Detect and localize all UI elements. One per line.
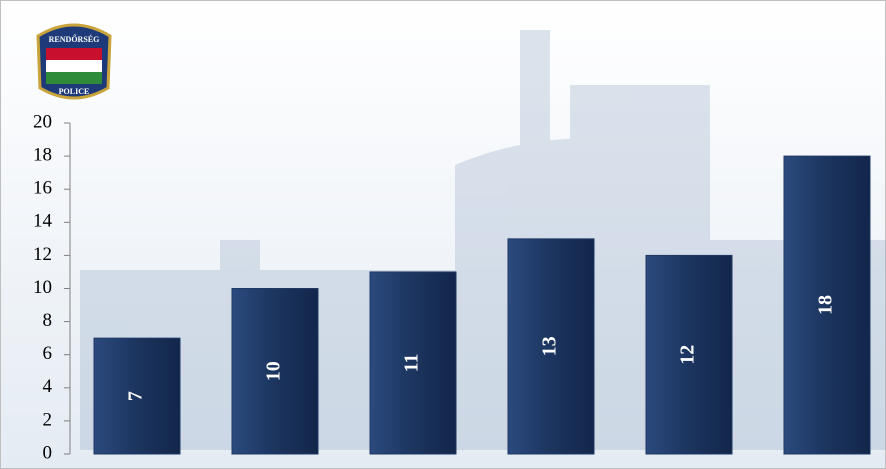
logo-top-text: RENDŐRSÉG (49, 34, 100, 44)
y-tick-label: 10 (33, 277, 52, 298)
data-label: 7 (125, 391, 147, 401)
y-tick-label: 8 (43, 310, 53, 331)
bar (93, 337, 181, 455)
data-label: 13 (539, 336, 561, 356)
y-tick-label: 12 (33, 244, 52, 265)
y-tick-label: 16 (33, 178, 52, 199)
data-label: 12 (677, 345, 699, 365)
logo-stripe (46, 48, 102, 60)
y-tick-label: 6 (43, 343, 53, 364)
logo-stripe (46, 60, 102, 72)
bar (645, 254, 733, 455)
data-label: 11 (401, 354, 423, 373)
bar (369, 271, 457, 455)
bar (783, 155, 871, 455)
logo-stripe (46, 72, 102, 84)
logo: RENDŐRSÉG POLICE (36, 23, 112, 100)
y-tick-label: 18 (33, 144, 52, 165)
data-label: 10 (263, 361, 285, 381)
y-tick-label: 4 (43, 376, 53, 397)
y-tick-label: 0 (43, 442, 53, 463)
data-label: 18 (815, 295, 837, 315)
bar (507, 238, 595, 455)
logo-bottom-text: POLICE (59, 87, 90, 96)
y-tick-label: 2 (43, 409, 53, 430)
bar (231, 288, 319, 455)
y-tick-label: 14 (33, 211, 53, 232)
y-tick-label: 20 (33, 111, 52, 132)
